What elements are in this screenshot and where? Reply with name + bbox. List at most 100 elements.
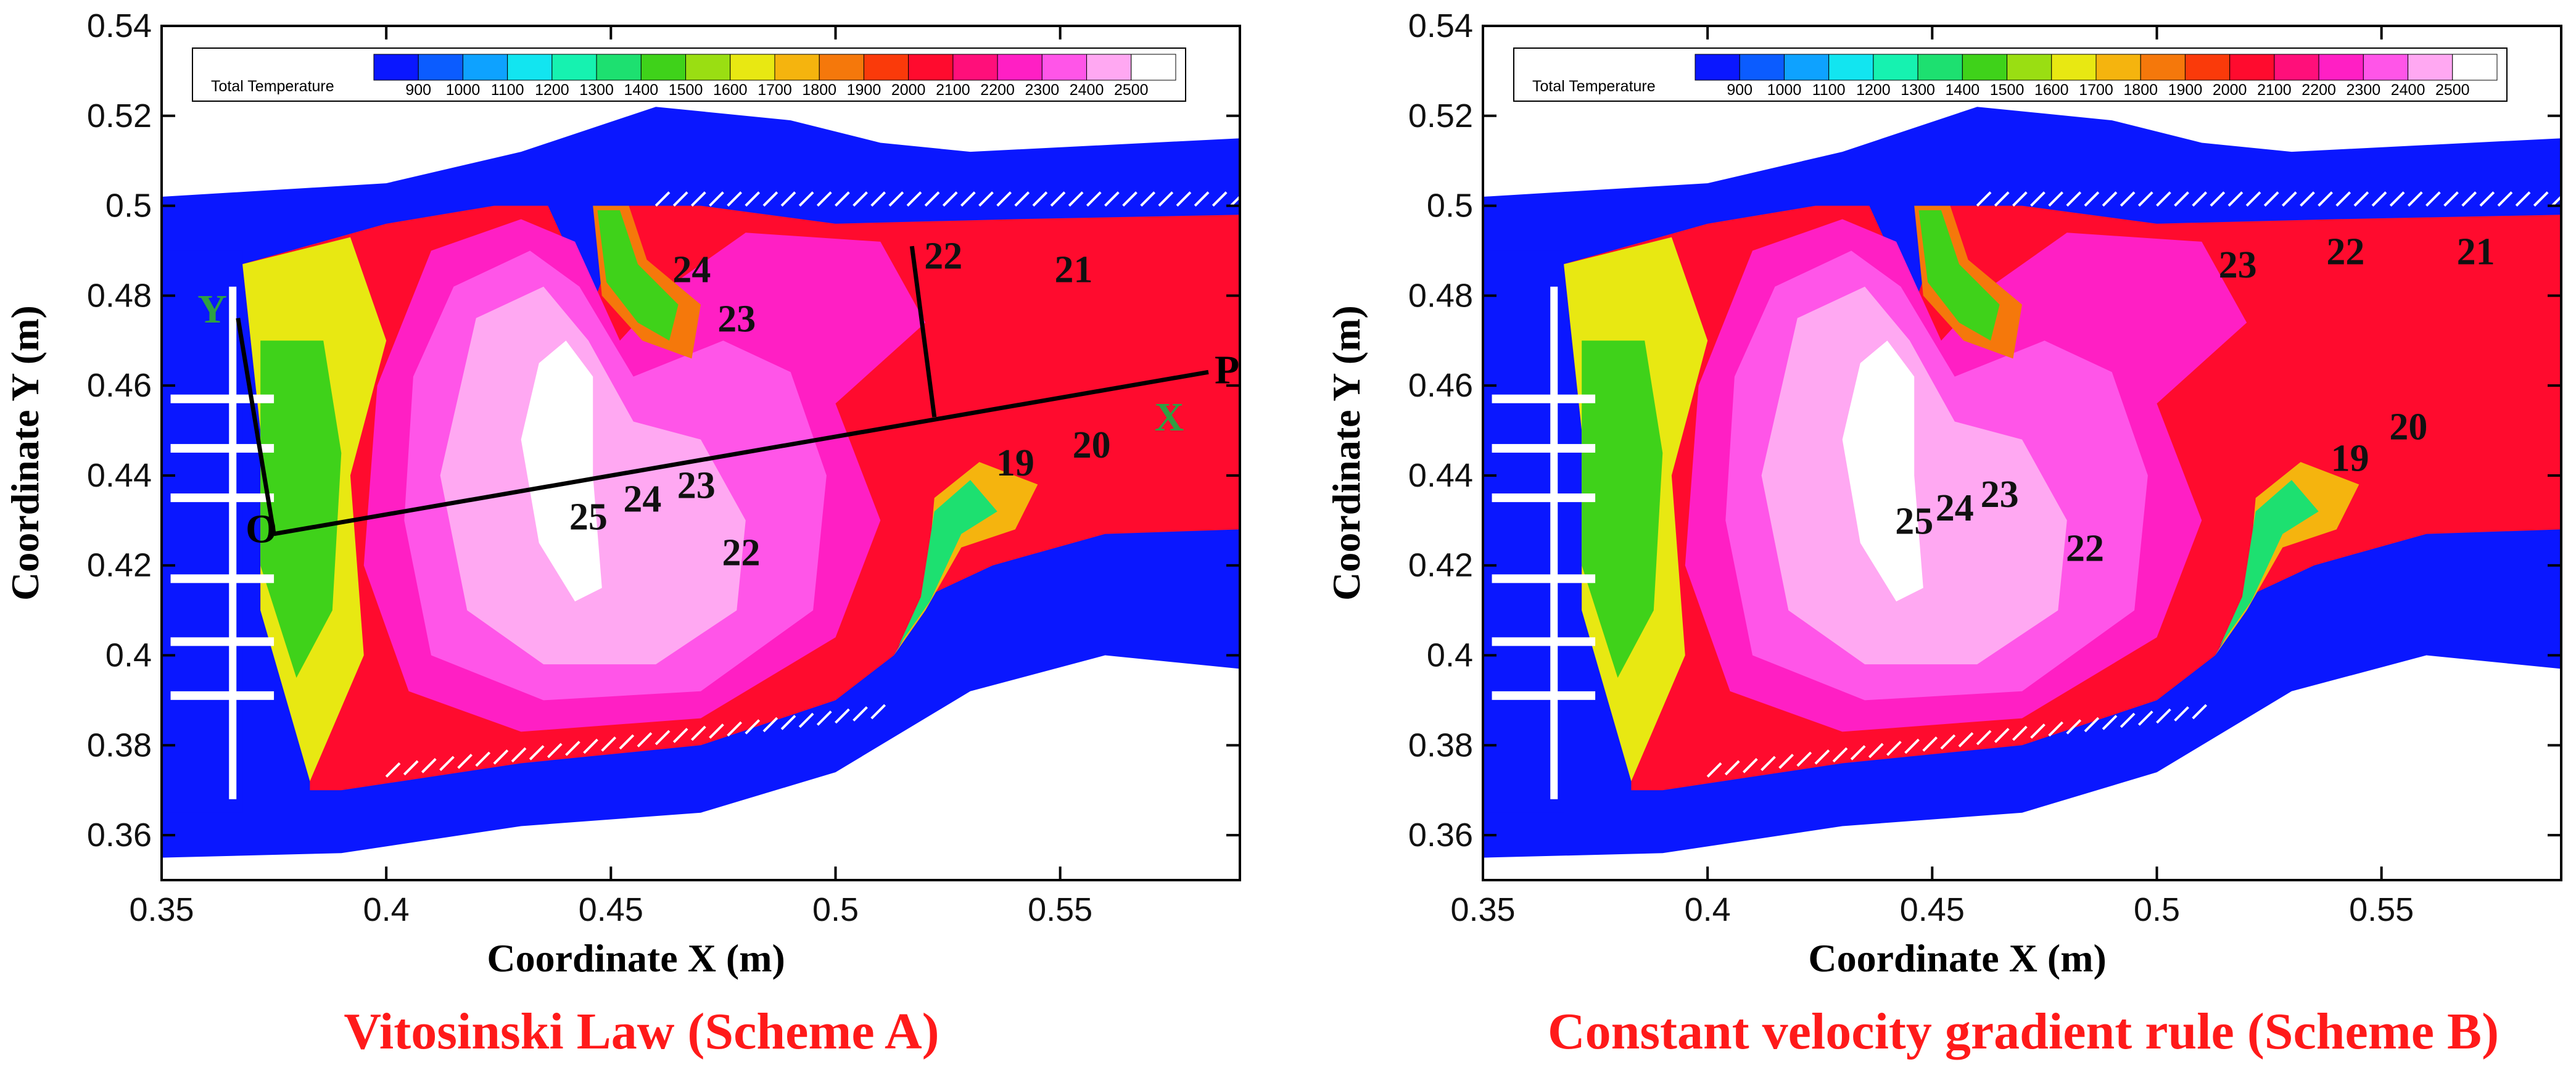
contour-label: 23 — [717, 299, 756, 340]
wall-hatch — [2120, 191, 2136, 207]
reference-lines — [236, 245, 1209, 537]
legend-tick-label: 1700 — [2079, 81, 2113, 99]
legend-tick-label: 1000 — [1767, 81, 1802, 99]
local-x-label: X — [1155, 395, 1184, 440]
wall-hatch — [745, 719, 761, 735]
wall-hatch — [709, 723, 724, 739]
legend-tick-label: 900 — [405, 81, 431, 99]
wall-hatch — [2102, 715, 2118, 730]
y-axis-title: Coordinate Y (m) — [3, 305, 47, 601]
y-tick-label: 0.36 — [87, 817, 152, 854]
contour-label: 22 — [2066, 527, 2104, 569]
legend-swatch — [1739, 54, 1785, 81]
y-tick-label: 0.44 — [87, 457, 152, 494]
wall-hatch — [2497, 191, 2513, 207]
wall-hatch — [1158, 191, 1174, 207]
wall-hatch — [654, 191, 671, 207]
wall-hatch — [1796, 751, 1812, 767]
wall-hatch — [691, 191, 706, 207]
legend-swatch — [507, 54, 553, 81]
legend-swatch — [908, 54, 954, 81]
x-tick-label: 0.45 — [579, 891, 643, 928]
wall-hatch — [1832, 747, 1848, 763]
swirler-vane — [170, 493, 275, 503]
wall-hatch — [1814, 749, 1830, 765]
wall-hatch — [727, 191, 742, 207]
wall-hatch — [852, 706, 868, 722]
y-tick-label: 0.46 — [1408, 367, 1473, 404]
wall-hatch — [439, 756, 455, 772]
local-y-axis — [236, 318, 276, 535]
dilution-jet-top-inner — [597, 210, 679, 341]
wall-hatch — [870, 191, 886, 207]
wall-hatch — [798, 712, 814, 728]
y-tick-label: 0.36 — [1408, 817, 1473, 854]
wall-hatch — [654, 730, 671, 746]
wall-hatch — [403, 760, 419, 776]
legend-tick-label: 2200 — [2301, 81, 2336, 99]
x-tick-label: 0.55 — [2349, 891, 2414, 928]
wall-hatch — [2030, 191, 2046, 207]
legend-swatch — [685, 54, 731, 81]
x-tick-label: 0.35 — [129, 891, 194, 928]
wall-hatch — [493, 749, 509, 765]
wall-hatch — [1230, 195, 1240, 207]
legend-tick-label: 2500 — [1114, 81, 1149, 99]
legend-tick-label: 1600 — [713, 81, 748, 99]
y-tick-label: 0.46 — [87, 367, 152, 404]
wall-hatch — [2066, 719, 2082, 735]
dilution-jet-bottom-inner — [2219, 480, 2319, 646]
legend-swatch — [2363, 54, 2409, 81]
contour-label: 22 — [722, 532, 761, 574]
legend-swatch — [819, 54, 864, 81]
wall-hatch — [2425, 191, 2441, 207]
y-tick-label: 0.54 — [87, 7, 152, 44]
wall-hatch — [2192, 704, 2208, 720]
legend-tick-label: 900 — [1727, 81, 1752, 99]
legend-tick-label: 2000 — [891, 81, 926, 99]
wall-hatch — [1032, 191, 1048, 207]
swirler-vane — [170, 394, 275, 403]
legend-tick-label: 2300 — [1025, 81, 1060, 99]
wall-hatch — [2156, 191, 2171, 207]
legend-title: Total Temperature — [211, 78, 334, 95]
wall-hatch — [421, 758, 437, 773]
wall-hatch — [762, 717, 778, 733]
legend-tick-label: 1400 — [1946, 81, 1980, 99]
legend-tick-label: 2300 — [2347, 81, 2381, 99]
contour-label: 23 — [2219, 244, 2257, 286]
x-axis-title: Coordinate X (m) — [487, 936, 785, 980]
panel-caption: Vitosinski Law (Scheme A) — [344, 1003, 939, 1060]
swirler-vane — [1492, 637, 1596, 646]
wall-hatch — [745, 191, 761, 207]
legend-tick-label: 2500 — [2435, 81, 2470, 99]
contour-label: 21 — [2457, 231, 2495, 273]
wall-hatch — [1922, 736, 1938, 752]
wall-hatch — [2443, 191, 2459, 207]
legend-tick-label: 1100 — [491, 81, 524, 99]
legend-tick-label: 1900 — [2168, 81, 2203, 99]
swirler-vane — [170, 443, 275, 453]
contour-label: 24 — [623, 478, 661, 520]
dome-structure — [1483, 250, 1596, 813]
wall-hatch — [780, 191, 796, 207]
contour-label: 24 — [1936, 487, 1974, 529]
wall-hatch — [1778, 754, 1794, 769]
legend-swatch — [774, 54, 820, 81]
contour-label: 25 — [1895, 501, 1933, 543]
wall-hatch — [1104, 191, 1120, 207]
wall-hatch — [2120, 712, 2136, 728]
y-tick-label: 0.5 — [1427, 187, 1473, 224]
contour-field — [162, 26, 1240, 880]
wall-hatch — [835, 191, 850, 207]
wall-hatch — [385, 762, 401, 778]
wall-hatch — [565, 741, 580, 756]
y-tick-label: 0.38 — [1408, 727, 1473, 764]
legend-swatch — [1828, 54, 1874, 81]
wall-hatch — [2012, 725, 2028, 741]
contour-label: 20 — [2389, 406, 2427, 448]
wall-hatch — [727, 721, 742, 737]
legend-tick-label: 1500 — [1990, 81, 2025, 99]
wall-hatch — [780, 715, 796, 730]
